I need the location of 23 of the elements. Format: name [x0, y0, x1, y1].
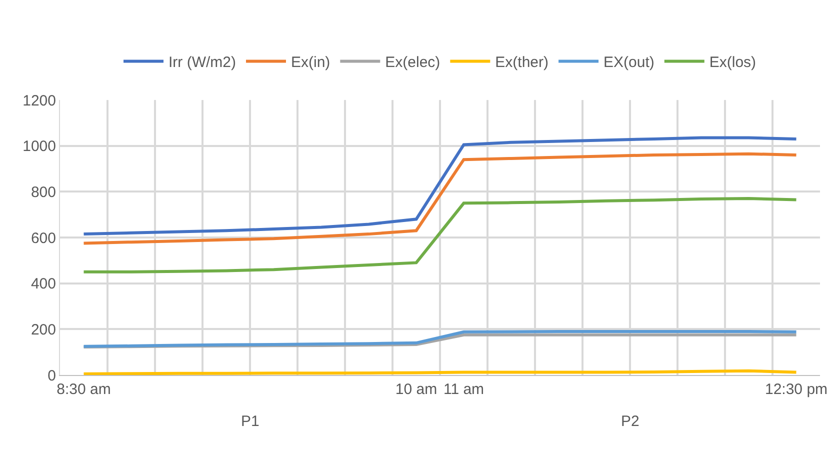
legend-label: Ex(ther) [495, 54, 549, 72]
legend-label: EX(out) [604, 54, 654, 72]
x-tick-label: 11 am [443, 381, 484, 398]
legend-label: Irr (W/m2) [168, 54, 236, 72]
x-tick-label: 10 am [395, 381, 438, 398]
legend-label: Ex(in) [290, 54, 330, 72]
y-tick-label: 1000 [22, 138, 56, 156]
line-series [82, 197, 798, 274]
y-tick-label: 600 [30, 230, 56, 247]
x-tick-label: 12:30 pm [764, 381, 828, 398]
line-series [82, 136, 798, 236]
y-tick-label: 400 [30, 276, 56, 293]
y-tick-label: 200 [30, 321, 56, 338]
text: P2 [621, 413, 640, 430]
legend-label: Ex(elec) [385, 54, 440, 72]
line-series [82, 330, 798, 348]
line-series [82, 152, 798, 245]
text: P1 [241, 413, 260, 430]
y-tick-label: 1200 [22, 92, 56, 110]
y-tick-label: 0 [48, 367, 56, 384]
y-tick-label: 800 [30, 184, 56, 201]
legend-label: Ex(los) [709, 54, 756, 72]
x-tick-label: 8:30 am [56, 381, 111, 398]
